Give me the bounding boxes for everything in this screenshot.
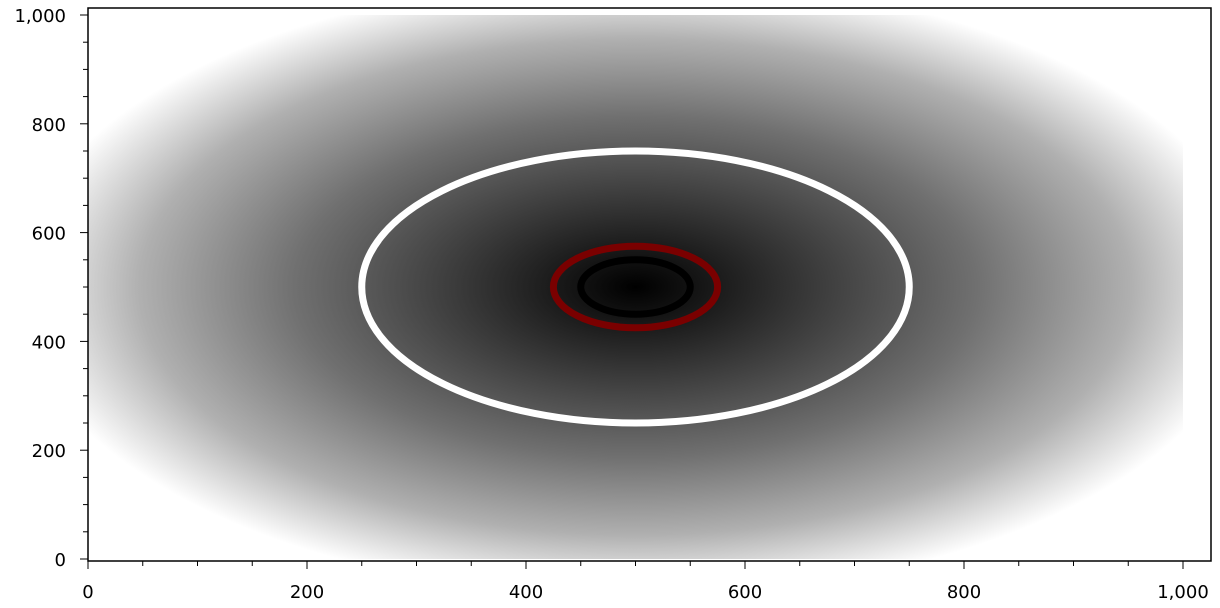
x-tick-label: 200 <box>290 582 324 603</box>
contour-layer <box>358 147 913 427</box>
y-tick-label: 200 <box>32 441 66 462</box>
contour-0 <box>358 147 913 427</box>
axes-layer: 0 200 400 600 800 1,000 0 200 400 600 800 1,000 <box>14 6 1212 603</box>
y-tick-label: 1,000 <box>14 6 66 27</box>
y-tick-label: 0 <box>55 550 66 571</box>
x-tick-label: 800 <box>947 582 981 603</box>
x-tick-label: 0 <box>82 582 93 603</box>
y-tick-label: 400 <box>32 332 66 353</box>
x-tick-label: 400 <box>509 582 543 603</box>
heatmap-field <box>88 15 1183 559</box>
plot-frame <box>87 7 1212 562</box>
y-tick-label: 600 <box>32 224 66 245</box>
y-tick-label: 800 <box>32 115 66 136</box>
x-tick-label: 600 <box>728 582 762 603</box>
contour-1 <box>549 242 722 332</box>
contour-2 <box>577 256 694 318</box>
x-tick-label: 1,000 <box>1157 582 1209 603</box>
